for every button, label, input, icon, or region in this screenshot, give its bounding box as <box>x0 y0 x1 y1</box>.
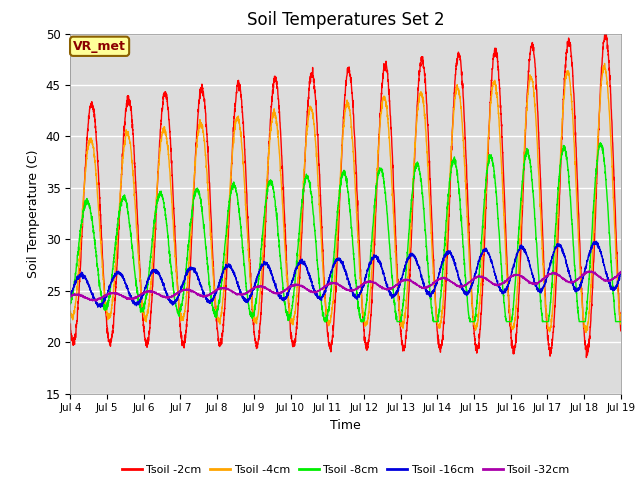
Text: VR_met: VR_met <box>73 40 126 53</box>
Title: Soil Temperatures Set 2: Soil Temperatures Set 2 <box>247 11 444 29</box>
Legend: Tsoil -2cm, Tsoil -4cm, Tsoil -8cm, Tsoil -16cm, Tsoil -32cm: Tsoil -2cm, Tsoil -4cm, Tsoil -8cm, Tsoi… <box>117 460 574 479</box>
Y-axis label: Soil Temperature (C): Soil Temperature (C) <box>28 149 40 278</box>
X-axis label: Time: Time <box>330 419 361 432</box>
